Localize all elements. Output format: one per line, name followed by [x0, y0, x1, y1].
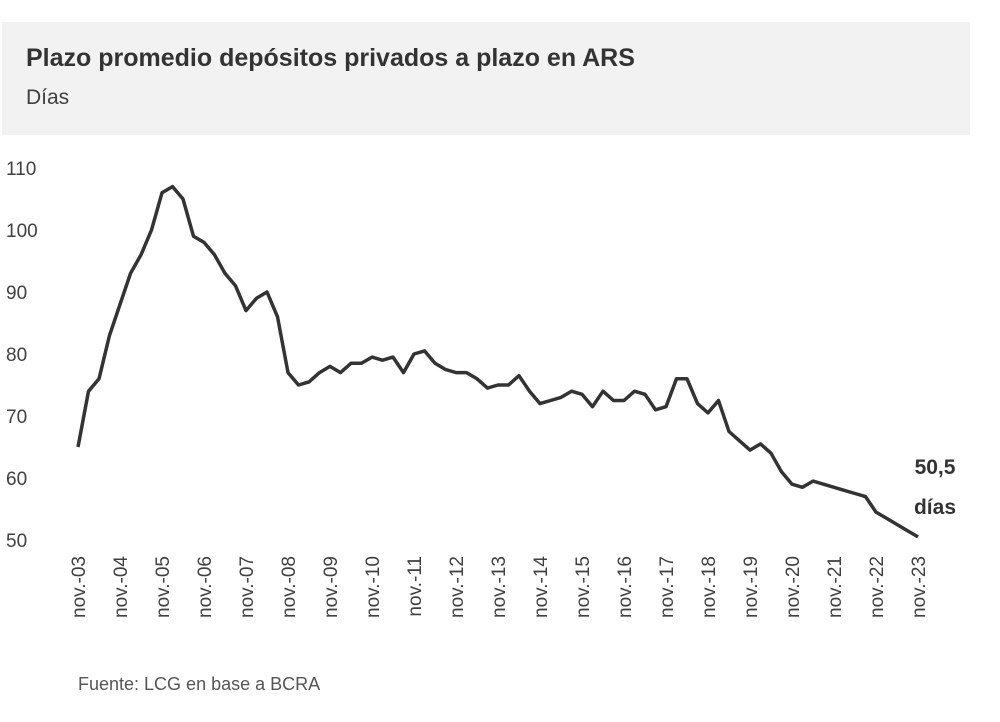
x-tick-label: nov.-23: [909, 556, 930, 618]
y-tick-label: 60: [6, 469, 27, 490]
x-tick-label: nov.-11: [405, 556, 426, 617]
x-tick-label: nov.-13: [489, 556, 510, 618]
x-tick-label: nov.-05: [153, 556, 174, 618]
x-tick-label: nov.-14: [531, 556, 552, 618]
x-tick-label: nov.-07: [237, 556, 258, 618]
y-tick-label: 80: [6, 345, 27, 366]
x-tick-label: nov.-19: [741, 556, 762, 618]
chart-title: Plazo promedio depósitos privados a plaz…: [26, 44, 635, 72]
y-tick-label: 90: [6, 283, 27, 304]
y-tick-label: 110: [6, 159, 36, 180]
x-tick-label: nov.-16: [615, 556, 636, 618]
annotation: 50,5: [915, 456, 956, 479]
x-tick-label: nov.-20: [783, 556, 804, 618]
x-tick-label: nov.-09: [321, 556, 342, 618]
x-tick-label: nov.-15: [573, 556, 594, 618]
x-tick-label: nov.-08: [279, 556, 300, 618]
source: Fuente: LCG en base a BCRA: [78, 674, 320, 694]
y-tick-label: 50: [6, 531, 27, 552]
x-tick-label: nov.-10: [363, 556, 384, 618]
x-tick-label: nov.-06: [195, 556, 216, 618]
x-tick-label: nov.-21: [825, 556, 846, 618]
y-tick-label: 100: [6, 221, 38, 242]
x-tick-label: nov.-17: [657, 556, 678, 618]
x-tick-label: nov.-03: [69, 556, 90, 618]
x-tick-label: nov.-04: [111, 556, 132, 618]
x-tick-label: nov.-22: [867, 556, 888, 618]
chart-subtitle: Días: [26, 86, 69, 109]
annotation: días: [914, 496, 956, 519]
header-band: [2, 22, 970, 135]
x-tick-label: nov.-12: [447, 556, 468, 618]
x-tick-label: nov.-18: [699, 556, 720, 618]
data-line: [76, 184, 919, 539]
y-tick-label: 70: [6, 407, 27, 428]
